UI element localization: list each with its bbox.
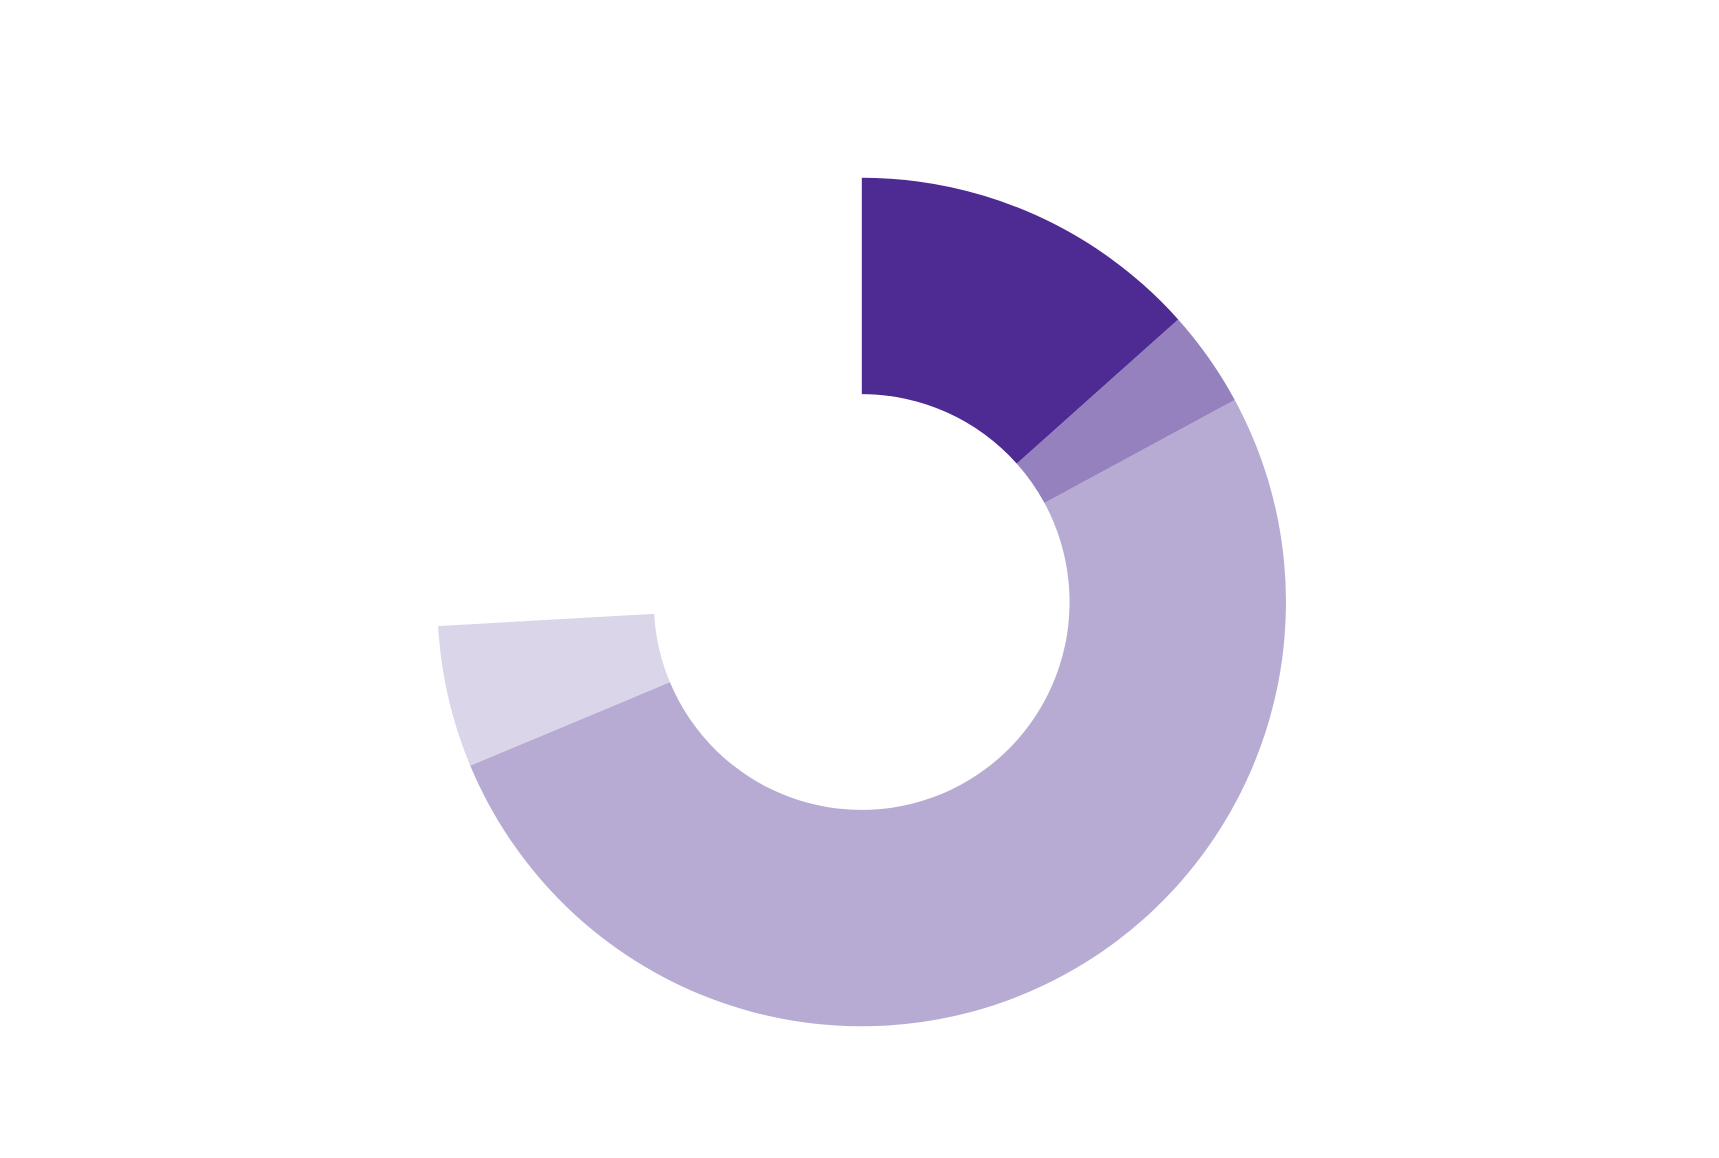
donut-slice bbox=[438, 613, 670, 766]
donut-slice bbox=[861, 177, 1179, 464]
donut-slice bbox=[470, 399, 1286, 1027]
donut-slice bbox=[437, 177, 862, 627]
donut-slice bbox=[1016, 319, 1235, 504]
